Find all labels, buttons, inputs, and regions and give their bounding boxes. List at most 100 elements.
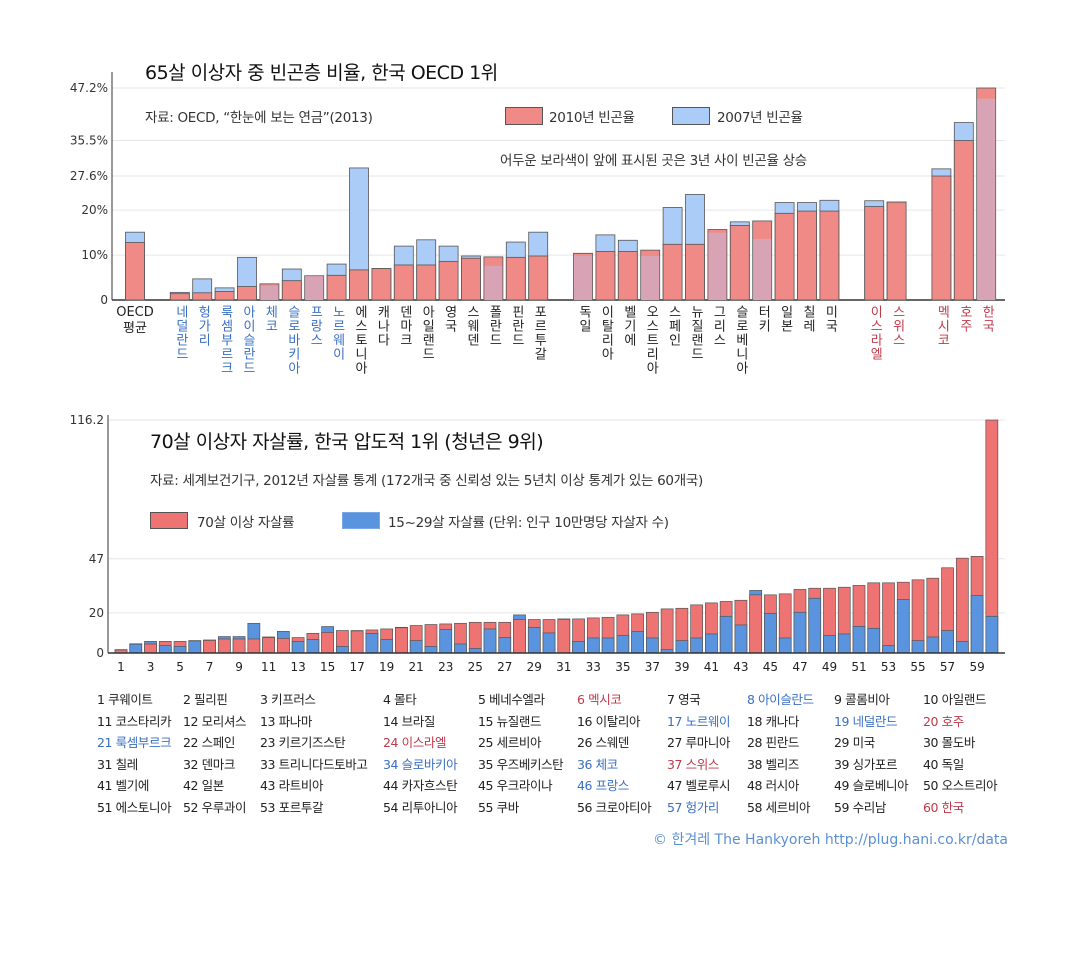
bar-2010 — [461, 257, 481, 301]
country-key-item: 60 한국 — [923, 799, 964, 815]
bar-15-29 — [439, 629, 453, 654]
category-label: 프랑스 — [307, 305, 323, 347]
x-tick-label: 11 — [261, 660, 276, 674]
legend-label-15-29: 15~29살 자살률 (단위: 인구 10만명당 자살자 수) — [388, 515, 669, 531]
bar-15-29 — [764, 613, 777, 654]
x-tick-label: 19 — [379, 660, 394, 674]
bar-15-29 — [572, 641, 585, 654]
country-key-item: 38 벨리즈 — [747, 756, 799, 772]
bar-15-29 — [616, 635, 630, 654]
bar-15-29 — [542, 632, 556, 654]
bar-70plus — [217, 638, 231, 654]
legend-swatch-70plus — [150, 512, 188, 529]
country-key-item: 22 스페인 — [183, 735, 235, 750]
y-tick-label: 35.5% — [70, 134, 108, 148]
x-tick-label: 27 — [497, 660, 512, 674]
country-key-item: 56 크로아티아 — [577, 799, 652, 815]
y-tick-label: 10% — [81, 248, 108, 262]
country-key-item: 47 벨로루시 — [667, 778, 731, 793]
country-key-item: 28 핀란드 — [747, 735, 799, 750]
bar-70plus — [321, 631, 334, 654]
category-label: 이탈리아 — [598, 305, 614, 361]
bar-15-29 — [188, 640, 202, 654]
legend-swatch-15-29 — [342, 512, 380, 529]
bar-2010 — [371, 268, 392, 301]
country-key-item: 20 호주 — [923, 713, 964, 729]
country-key-item: 7 영국 — [667, 692, 701, 707]
bar-15-29 — [424, 646, 438, 654]
x-tick-label: 7 — [206, 660, 214, 674]
x-tick-label: 55 — [910, 660, 925, 674]
country-key-item: 27 루마니아 — [667, 735, 731, 750]
x-tick-label: 25 — [468, 660, 483, 674]
x-tick-label: 57 — [940, 660, 955, 674]
bar-15-29 — [454, 643, 467, 654]
country-key-item: 14 브라질 — [383, 713, 435, 729]
legend-swatch-2007 — [672, 107, 710, 125]
category-label: 네덜란드 — [172, 305, 188, 361]
bar-15-29 — [586, 637, 600, 654]
country-key-item: 54 리투아니아 — [383, 799, 458, 815]
category-label: 일본 — [777, 305, 793, 333]
country-key-item: 49 슬로베니아 — [834, 778, 909, 793]
x-tick-label: 47 — [792, 660, 807, 674]
country-key-item: 43 라트비아 — [260, 778, 324, 793]
bar-70plus — [144, 643, 157, 654]
bar-15-29 — [808, 597, 822, 654]
category-label: 독일 — [576, 305, 591, 333]
country-key-item: 30 몰도바 — [923, 735, 975, 750]
bar-15-29 — [380, 639, 394, 654]
bar-15-29 — [985, 615, 999, 654]
country-key-item: 23 키르기즈스탄 — [260, 735, 346, 750]
bar-15-29 — [336, 646, 349, 654]
bar-2007-rise — [753, 238, 772, 300]
country-key-item: 9 콜롬비아 — [834, 692, 890, 707]
poverty-chart: 0 10% 20% 27.6% 35.5% 47.2% — [70, 72, 1005, 307]
bar-15-29 — [173, 646, 187, 654]
bar-2010 — [797, 210, 817, 301]
bar-15-29 — [778, 637, 792, 654]
bar-70plus — [277, 638, 290, 654]
country-key-item: 33 트리니다드토바고 — [260, 756, 368, 772]
bar-70plus — [232, 638, 246, 654]
bar-70plus — [247, 638, 261, 654]
bar-15-29 — [690, 637, 703, 654]
country-key-item: 58 세르비아 — [747, 799, 811, 815]
bar-70plus — [749, 594, 763, 654]
category-label: OECD 평균 — [116, 305, 154, 336]
y-tick-label: 0 — [96, 646, 104, 660]
country-key-item: 13 파나마 — [260, 713, 312, 729]
legend-swatch-2010 — [505, 107, 543, 125]
country-key-item: 3 키프러스 — [260, 692, 316, 707]
country-key-item: 42 일본 — [183, 778, 224, 793]
bar-15-29 — [675, 640, 689, 654]
country-key-item: 8 아이슬란드 — [747, 692, 814, 707]
bar-2010 — [931, 175, 952, 301]
category-label: 호주 — [956, 305, 972, 333]
bar-15-29 — [926, 636, 940, 654]
x-tick-label: 15 — [320, 660, 335, 674]
x-tick-label: 39 — [674, 660, 689, 674]
bar-15-29 — [601, 637, 615, 654]
bar-70plus — [350, 630, 364, 654]
category-label: 스페인 — [665, 305, 681, 347]
x-tick-label: 17 — [350, 660, 365, 674]
bar-15-29 — [409, 640, 423, 654]
bar-70plus — [513, 619, 526, 654]
legend-label-2007: 2007년 빈곤율 — [717, 110, 803, 126]
bar-70plus — [557, 618, 571, 654]
bar-2010 — [237, 286, 257, 301]
country-key-item: 29 미국 — [834, 735, 875, 750]
x-tick-label: 51 — [851, 660, 866, 674]
country-key-item: 21 룩셈부르크 — [97, 735, 172, 750]
category-label: 터키 — [755, 305, 771, 333]
bar-70plus — [955, 557, 969, 654]
bar-2010 — [819, 210, 840, 301]
bar-2010 — [595, 251, 616, 301]
x-tick-label: 9 — [235, 660, 243, 674]
category-label: 포르투갈 — [531, 305, 547, 361]
country-key-item: 18 캐나다 — [747, 713, 799, 729]
category-label: 이스라엘 — [867, 305, 883, 361]
poverty-chart-source: 자료: OECD, “한눈에 보는 연금”(2013) — [145, 110, 373, 126]
suicide-chart-title: 70살 이상자 자살률, 한국 압도적 1위 (청년은 9위) — [150, 431, 544, 453]
